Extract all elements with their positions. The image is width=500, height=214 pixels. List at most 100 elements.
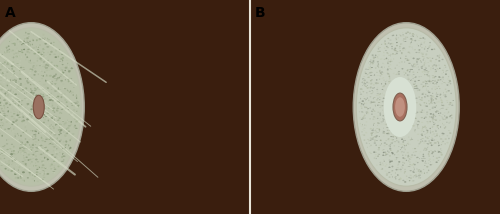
Ellipse shape xyxy=(44,147,47,148)
Ellipse shape xyxy=(442,76,444,78)
Ellipse shape xyxy=(4,105,5,107)
Ellipse shape xyxy=(16,103,18,104)
Ellipse shape xyxy=(44,168,46,169)
Ellipse shape xyxy=(409,33,411,34)
Ellipse shape xyxy=(434,102,436,103)
Ellipse shape xyxy=(409,34,410,35)
Ellipse shape xyxy=(436,133,438,135)
Ellipse shape xyxy=(430,95,432,96)
Ellipse shape xyxy=(434,76,436,77)
Ellipse shape xyxy=(422,138,424,139)
Ellipse shape xyxy=(428,151,430,153)
Ellipse shape xyxy=(414,164,416,165)
Ellipse shape xyxy=(383,52,384,53)
Ellipse shape xyxy=(435,133,436,134)
Ellipse shape xyxy=(380,97,382,98)
Ellipse shape xyxy=(51,98,52,100)
Ellipse shape xyxy=(70,103,74,104)
Ellipse shape xyxy=(14,159,15,161)
Ellipse shape xyxy=(444,96,446,97)
Ellipse shape xyxy=(32,156,35,157)
Ellipse shape xyxy=(450,122,451,123)
Ellipse shape xyxy=(422,71,424,73)
Ellipse shape xyxy=(437,69,439,70)
Ellipse shape xyxy=(432,115,434,116)
Ellipse shape xyxy=(53,146,56,147)
Ellipse shape xyxy=(58,117,59,118)
Ellipse shape xyxy=(444,65,446,66)
Ellipse shape xyxy=(11,107,13,109)
Ellipse shape xyxy=(0,95,2,96)
Ellipse shape xyxy=(38,81,40,82)
Ellipse shape xyxy=(427,122,429,124)
Ellipse shape xyxy=(432,77,434,78)
Ellipse shape xyxy=(9,79,10,81)
Ellipse shape xyxy=(428,103,430,104)
Ellipse shape xyxy=(5,107,6,109)
Ellipse shape xyxy=(31,161,33,163)
Ellipse shape xyxy=(76,105,79,107)
Ellipse shape xyxy=(417,126,418,127)
Ellipse shape xyxy=(413,167,414,168)
Ellipse shape xyxy=(34,148,36,149)
Ellipse shape xyxy=(414,168,415,169)
Ellipse shape xyxy=(406,59,408,61)
Ellipse shape xyxy=(30,112,32,113)
Ellipse shape xyxy=(68,70,70,72)
Ellipse shape xyxy=(13,146,15,148)
Ellipse shape xyxy=(411,164,413,166)
Ellipse shape xyxy=(398,143,400,144)
Ellipse shape xyxy=(10,153,13,155)
Ellipse shape xyxy=(23,162,26,164)
Ellipse shape xyxy=(421,158,423,159)
Ellipse shape xyxy=(392,153,393,154)
Ellipse shape xyxy=(388,83,390,84)
Ellipse shape xyxy=(10,154,12,156)
Ellipse shape xyxy=(7,160,9,162)
Ellipse shape xyxy=(20,150,22,152)
Ellipse shape xyxy=(377,51,379,52)
Ellipse shape xyxy=(38,38,39,40)
Ellipse shape xyxy=(18,81,20,82)
Ellipse shape xyxy=(389,164,390,165)
Ellipse shape xyxy=(412,164,414,166)
Ellipse shape xyxy=(388,167,390,168)
Ellipse shape xyxy=(386,84,387,85)
Ellipse shape xyxy=(428,155,430,157)
Ellipse shape xyxy=(58,117,61,119)
Ellipse shape xyxy=(3,113,6,114)
Ellipse shape xyxy=(67,127,70,129)
Ellipse shape xyxy=(44,37,46,39)
Ellipse shape xyxy=(378,155,379,157)
Ellipse shape xyxy=(394,159,396,160)
Ellipse shape xyxy=(42,170,44,171)
Ellipse shape xyxy=(48,159,49,160)
Ellipse shape xyxy=(63,97,66,98)
Ellipse shape xyxy=(44,56,47,57)
Ellipse shape xyxy=(368,77,370,78)
Ellipse shape xyxy=(374,143,376,144)
Ellipse shape xyxy=(369,152,371,153)
Ellipse shape xyxy=(58,117,59,118)
Ellipse shape xyxy=(18,161,20,163)
Ellipse shape xyxy=(38,38,40,39)
Ellipse shape xyxy=(443,71,444,73)
Ellipse shape xyxy=(76,110,78,112)
Ellipse shape xyxy=(35,159,37,160)
Ellipse shape xyxy=(12,69,13,70)
Ellipse shape xyxy=(36,46,38,48)
Ellipse shape xyxy=(37,166,39,167)
Ellipse shape xyxy=(439,68,440,69)
Ellipse shape xyxy=(52,46,54,48)
Ellipse shape xyxy=(418,53,420,54)
Ellipse shape xyxy=(382,63,384,64)
Ellipse shape xyxy=(382,131,384,132)
Ellipse shape xyxy=(45,80,46,81)
Ellipse shape xyxy=(0,133,1,134)
Ellipse shape xyxy=(17,99,20,100)
Ellipse shape xyxy=(367,109,368,110)
Ellipse shape xyxy=(424,69,426,70)
Ellipse shape xyxy=(67,89,68,91)
Ellipse shape xyxy=(72,116,74,117)
Ellipse shape xyxy=(383,85,385,86)
